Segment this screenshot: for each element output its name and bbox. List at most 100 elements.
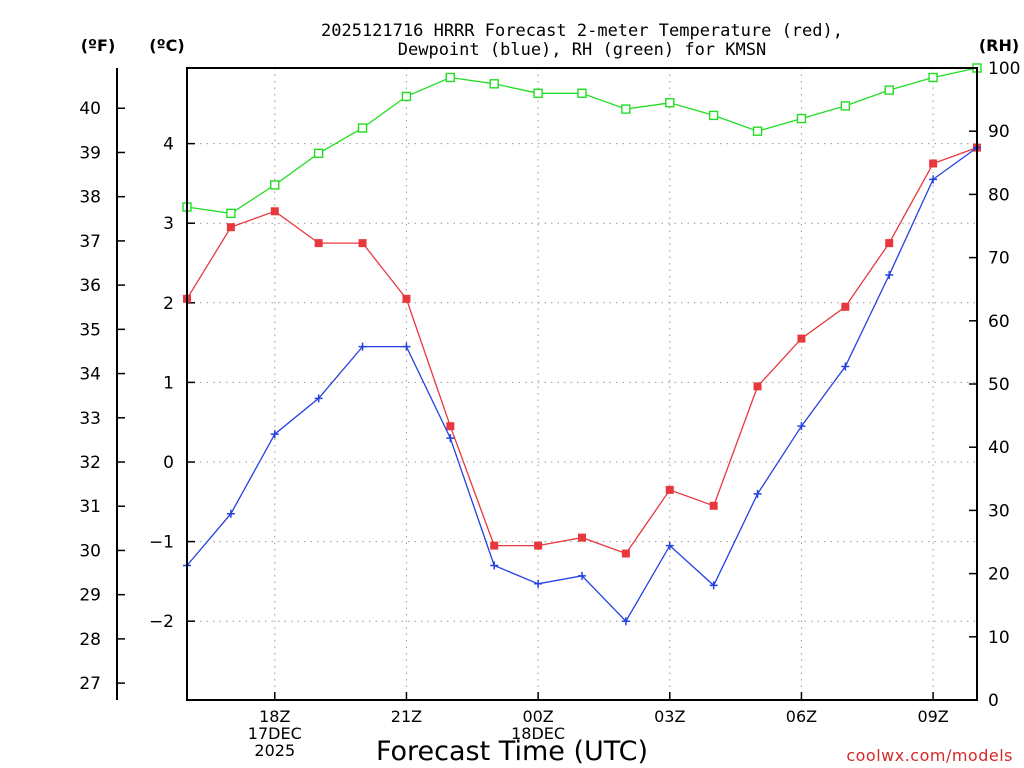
fahrenheit-tick-label: 35: [79, 320, 101, 340]
dewpoint-point: [797, 422, 806, 431]
temperature-point: [929, 159, 938, 168]
rh-point: [401, 91, 412, 102]
time-tick-label: 2025: [254, 741, 295, 760]
rh-tick-label: 90: [988, 122, 1010, 142]
fahrenheit-tick-label: 28: [79, 630, 101, 650]
temperature-line: [186, 146, 978, 555]
temperature-point: [358, 239, 367, 248]
rh-tick-label: 70: [988, 249, 1010, 269]
celsius-tick-label: 3: [163, 214, 174, 234]
time-tick-label: 06Z: [786, 707, 817, 726]
fahrenheit-tick-label: 40: [79, 99, 101, 119]
celsius-tick-label: −1: [149, 533, 174, 553]
chart-title: 2025121716 HRRR Forecast 2-meter Tempera…: [321, 21, 843, 41]
dewpoint-point: [402, 342, 411, 351]
rh-point: [708, 110, 719, 121]
series-layer: [182, 63, 982, 626]
dewpoint-point: [314, 394, 323, 403]
temperature-point: [226, 223, 235, 232]
rh-point: [665, 98, 675, 108]
x-axis-title: Forecast Time (UTC): [376, 736, 648, 767]
dewpoint-point: [226, 509, 235, 518]
time-tick-label: 03Z: [654, 707, 685, 726]
celsius-tick-label: −2: [149, 612, 174, 632]
time-tick-label: 00Z: [522, 707, 553, 726]
rh-point: [270, 180, 280, 190]
rh-point: [357, 123, 368, 133]
dewpoint-point: [446, 434, 455, 443]
dewpoint-point: [621, 617, 630, 626]
fahrenheit-tick-label: 38: [79, 188, 101, 208]
temperature-point: [534, 541, 543, 550]
fahrenheit-axis: 27 28 29 30 31 32 33 34 35 36 37 38 39 40: [79, 99, 125, 694]
rh-series: [182, 63, 982, 219]
time-tick-label: 21Z: [391, 707, 422, 726]
celsius-axis: −2 −1 0 1 2 3 4: [149, 135, 195, 632]
rh-point: [313, 148, 324, 159]
temperature-point: [490, 541, 499, 550]
temperature-point: [621, 549, 630, 558]
gridlines: [187, 68, 977, 700]
rh-point: [577, 88, 587, 98]
temperature-point: [578, 533, 586, 542]
temperature-point: [797, 334, 806, 343]
celsius-tick-label: 0: [163, 453, 174, 473]
rh-tick-label: 50: [988, 375, 1010, 395]
rh-point: [752, 126, 763, 136]
fahrenheit-tick-label: 32: [79, 453, 101, 473]
rh-point: [489, 79, 499, 89]
fahrenheit-tick-label: 29: [79, 586, 101, 606]
dewpoint-point: [885, 270, 894, 279]
temperature-point: [885, 239, 894, 248]
fahrenheit-unit-label: (ºF): [81, 36, 116, 55]
plot-frame: [186, 67, 978, 701]
rh-point: [796, 113, 807, 124]
celsius-tick-label: 1: [163, 373, 174, 393]
temperature-point: [665, 485, 674, 494]
fahrenheit-tick-label: 37: [79, 232, 101, 252]
time-tick-label: 17DEC: [248, 724, 302, 743]
dewpoint-point: [578, 571, 586, 580]
rh-point: [621, 104, 631, 114]
temperature-point: [709, 501, 718, 510]
temperature-point: [446, 422, 455, 431]
rh-tick-label: 10: [988, 628, 1010, 648]
rh-point: [533, 88, 543, 98]
fahrenheit-tick-label: 39: [79, 143, 101, 163]
rh-tick-label: 40: [988, 438, 1010, 458]
fahrenheit-tick-label: 33: [79, 409, 101, 429]
rh-tick-label: 20: [988, 565, 1010, 585]
time-tick-label: 18DEC: [511, 724, 565, 743]
dewpoint-point: [753, 489, 762, 498]
dewpoint-point: [534, 579, 543, 588]
fahrenheit-tick-label: 31: [79, 497, 101, 517]
temperature-point: [314, 239, 323, 248]
celsius-tick-label: 2: [163, 294, 174, 314]
dewpoint-point: [841, 362, 850, 371]
rh-point: [840, 101, 851, 111]
fahrenheit-tick-label: 27: [79, 674, 101, 694]
dewpoint-point: [490, 561, 499, 570]
rh-point: [445, 72, 456, 83]
rh-point: [226, 208, 236, 219]
rh-tick-label: 80: [988, 185, 1010, 205]
time-tick-label: 18Z: [259, 707, 290, 726]
temperature-series: [183, 143, 981, 558]
dewpoint-point: [929, 175, 938, 184]
dewpoint-point: [270, 430, 279, 439]
dewpoint-series: [183, 143, 981, 626]
dewpoint-point: [709, 581, 718, 590]
celsius-tick-label: 4: [163, 135, 174, 155]
temperature-point: [841, 302, 850, 311]
rh-axis: 0 10 20 30 40 50 60 70 80 90 100: [969, 59, 1020, 711]
chart-subtitle: Dewpoint (blue), RH (green) for KMSN: [398, 40, 766, 60]
rh-unit-label: (RH): [979, 36, 1019, 55]
rh-point: [884, 85, 894, 95]
credit-text: coolwx.com/models: [846, 746, 1013, 765]
fahrenheit-tick-label: 34: [79, 365, 101, 385]
rh-tick-label: 30: [988, 501, 1010, 521]
dewpoint-point: [665, 541, 674, 550]
rh-tick-label: 60: [988, 312, 1010, 332]
